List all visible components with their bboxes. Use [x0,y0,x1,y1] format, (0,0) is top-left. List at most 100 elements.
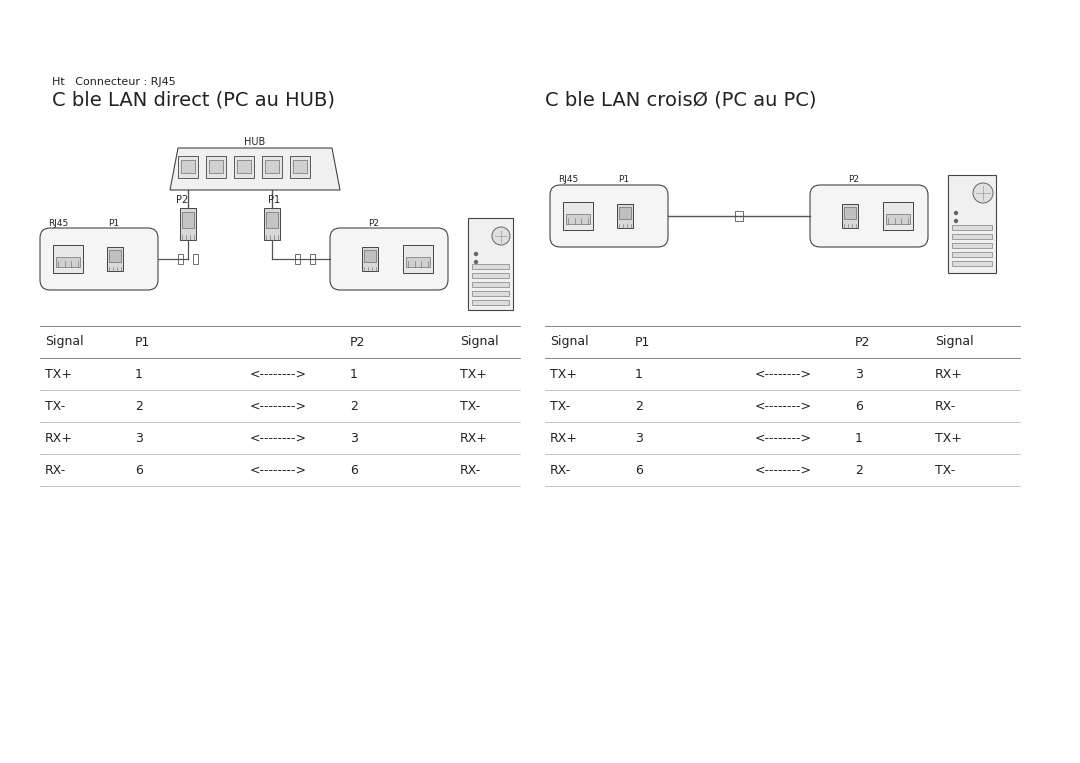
Text: 6: 6 [635,463,643,477]
Text: RX+: RX+ [460,432,488,445]
Text: P1: P1 [618,175,630,185]
Bar [842,204,858,228]
Text: P2: P2 [368,218,379,227]
Bar [566,214,590,224]
Text: TX-: TX- [460,400,481,413]
Bar [735,211,743,221]
Bar [948,175,996,273]
Bar [262,156,282,178]
Text: Signal: Signal [550,336,589,349]
Text: <-------->: <--------> [249,400,307,413]
Text: TX+: TX+ [550,368,577,381]
Text: C ble LAN direct (PC au HUB): C ble LAN direct (PC au HUB) [52,91,335,110]
Circle shape [973,183,993,203]
Text: Signal: Signal [45,336,83,349]
Bar [843,207,856,219]
Bar [882,202,914,230]
Text: Signal: Signal [460,336,499,349]
Text: 6: 6 [135,463,143,477]
Text: P2: P2 [855,336,870,349]
Bar [887,214,909,224]
Text: 6: 6 [855,400,863,413]
FancyBboxPatch shape [550,185,669,247]
Bar [206,156,226,178]
Bar [951,261,993,266]
Text: RJ45: RJ45 [48,218,68,227]
FancyBboxPatch shape [40,228,158,290]
Bar [295,254,300,264]
Bar [265,160,279,173]
Bar [468,218,513,310]
Bar [266,212,278,228]
Text: 2: 2 [855,463,863,477]
Text: HUB: HUB [244,137,266,147]
Text: TX-: TX- [550,400,570,413]
Text: 1: 1 [635,368,643,381]
Text: Ht   Connecteur : RJ45: Ht Connecteur : RJ45 [52,77,176,87]
Text: RX-: RX- [935,400,956,413]
Bar [210,160,222,173]
Bar [472,264,509,269]
Text: <-------->: <--------> [755,432,812,445]
Text: RX+: RX+ [550,432,578,445]
Polygon shape [170,148,340,190]
Bar [264,208,280,240]
Text: RX-: RX- [550,463,571,477]
Text: P1: P1 [268,195,280,205]
Text: <-------->: <--------> [249,368,307,381]
Bar [53,245,83,273]
Circle shape [492,227,510,245]
Bar [951,243,993,248]
Circle shape [955,211,958,214]
Bar [472,300,509,305]
Bar [109,250,121,262]
Text: 3: 3 [350,432,357,445]
Bar [234,156,254,178]
Bar [472,291,509,296]
Bar [619,207,631,219]
Text: <-------->: <--------> [249,432,307,445]
Text: RX+: RX+ [45,432,73,445]
Circle shape [474,260,477,263]
Text: 2: 2 [350,400,357,413]
Circle shape [955,220,958,223]
Bar [364,250,376,262]
Bar [362,247,378,271]
Bar [107,247,123,271]
Bar [56,256,80,267]
Text: <-------->: <--------> [249,463,307,477]
Text: RX-: RX- [460,463,482,477]
Text: P1: P1 [108,218,119,227]
Bar [951,225,993,230]
Bar [563,202,593,230]
Bar [472,282,509,287]
Bar [951,234,993,239]
Bar [178,254,183,264]
Text: TX+: TX+ [460,368,487,381]
Text: 1: 1 [135,368,143,381]
Text: RX-: RX- [45,463,66,477]
Bar [310,254,315,264]
Bar [193,254,198,264]
Text: P1: P1 [135,336,150,349]
FancyBboxPatch shape [810,185,928,247]
Bar [178,156,198,178]
Text: C ble LAN croisØ (PC au PC): C ble LAN croisØ (PC au PC) [545,91,816,110]
Bar [181,160,195,173]
Bar [951,252,993,257]
Text: <-------->: <--------> [755,400,812,413]
Text: Signal: Signal [935,336,974,349]
Bar [472,273,509,278]
Text: <-------->: <--------> [755,368,812,381]
Text: P2: P2 [176,195,188,205]
Text: P1: P1 [635,336,650,349]
FancyBboxPatch shape [330,228,448,290]
Bar [180,208,195,240]
Text: TX-: TX- [45,400,65,413]
Text: <-------->: <--------> [755,463,812,477]
Text: 3: 3 [635,432,643,445]
Text: TX+: TX+ [935,432,962,445]
Text: 6: 6 [350,463,357,477]
Text: P2: P2 [350,336,365,349]
Text: TX+: TX+ [45,368,72,381]
